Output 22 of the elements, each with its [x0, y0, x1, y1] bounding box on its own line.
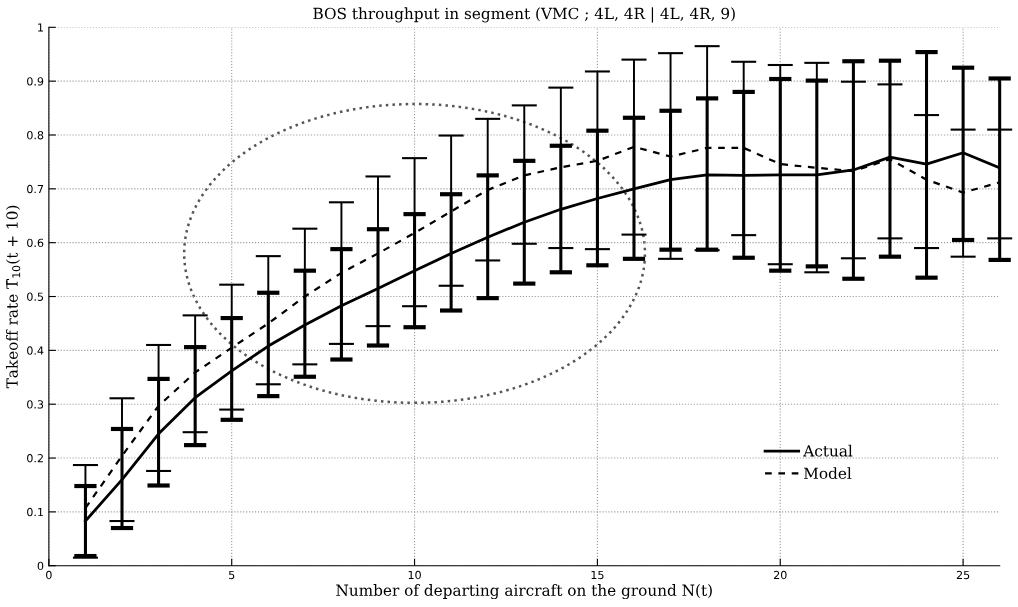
x-tick-label: 20 [774, 570, 787, 580]
chart-title: BOS throughput in segment (VMC ; 4L, 4R | 4L, 4R, 9) [313, 7, 735, 23]
y-tick-label: 0 [37, 561, 44, 571]
y-tick-label: 0.4 [27, 346, 44, 355]
x-tick-label: 0 [46, 570, 52, 580]
y-axis-title: Takeoff rate T̄$_{10}$(t + 10) [5, 205, 21, 389]
x-axis-title: Number of departing aircraft on the ground N(t) [336, 584, 712, 600]
y-tick-label: 0.2 [27, 454, 43, 463]
y-tick-label: 0.9 [27, 77, 44, 86]
y-tick-label: 0.5 [27, 292, 44, 301]
y-tick-label: 1 [38, 23, 43, 32]
x-tick-label: 5 [229, 570, 235, 580]
y-tick-label: 0.6 [27, 238, 44, 248]
x-tick-label: 15 [591, 570, 604, 580]
legend-label: Model [804, 467, 852, 480]
x-tick-label: 25 [956, 570, 970, 580]
legend-label: Actual [803, 444, 853, 457]
y-tick-label: 0.7 [27, 184, 44, 194]
y-tick-label: 0.8 [27, 130, 44, 140]
x-tick-label: 10 [408, 570, 421, 580]
y-tick-label: 0.1 [27, 507, 43, 517]
y-tick-label: 0.3 [27, 400, 44, 409]
